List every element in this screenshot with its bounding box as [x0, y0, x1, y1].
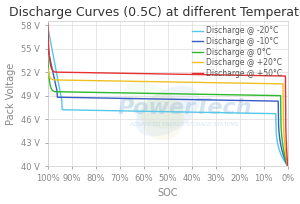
Discharge @ -20°C [88, 109, 92, 112]
Legend: Discharge @ -20°C, Discharge @ -10°C, Discharge @ 0°C, Discharge @ +20°C, Discha: Discharge @ -20°C, Discharge @ -10°C, Di… [190, 25, 284, 79]
Discharge @ +50°C [286, 165, 290, 167]
Discharge @ 0°C [227, 93, 230, 96]
Discharge @ -20°C [46, 25, 50, 28]
Discharge @ +20°C [46, 67, 50, 69]
Discharge @ -10°C [227, 99, 230, 101]
Discharge @ 0°C [206, 93, 210, 96]
Title: Discharge Curves (0.5C) at different Temperatures: Discharge Curves (0.5C) at different Tem… [9, 6, 300, 19]
Discharge @ +20°C [188, 81, 191, 83]
Line: Discharge @ -10°C: Discharge @ -10°C [48, 49, 288, 166]
Discharge @ -10°C [154, 98, 158, 100]
Ellipse shape [123, 82, 183, 129]
Discharge @ -10°C [46, 47, 50, 50]
Discharge @ +20°C [286, 165, 290, 167]
Line: Discharge @ +50°C: Discharge @ +50°C [48, 23, 288, 166]
Discharge @ -10°C [88, 96, 92, 99]
Discharge @ 0°C [154, 92, 158, 95]
Discharge @ +20°C [227, 82, 230, 84]
Ellipse shape [141, 94, 184, 140]
Discharge @ +50°C [108, 72, 111, 74]
Discharge @ 0°C [46, 55, 50, 58]
Discharge @ 0°C [188, 93, 191, 95]
Discharge @ -20°C [108, 109, 111, 112]
Discharge @ 0°C [108, 91, 111, 94]
Text: ADVANCED ENERGY STORAGE SYSTEMS: ADVANCED ENERGY STORAGE SYSTEMS [130, 122, 239, 127]
Discharge @ -20°C [206, 111, 210, 114]
Discharge @ -20°C [154, 110, 158, 113]
Discharge @ -10°C [188, 98, 191, 101]
Discharge @ -20°C [227, 112, 230, 114]
Discharge @ -10°C [108, 97, 111, 99]
Discharge @ -10°C [206, 99, 210, 101]
Discharge @ +50°C [206, 73, 210, 76]
X-axis label: SOC: SOC [158, 188, 178, 198]
Discharge @ +50°C [88, 71, 92, 74]
Discharge @ +50°C [227, 74, 230, 76]
Discharge @ +50°C [188, 73, 191, 76]
Y-axis label: Pack Voltage: Pack Voltage [6, 63, 16, 125]
Line: Discharge @ -20°C: Discharge @ -20°C [48, 27, 288, 166]
Discharge @ +50°C [46, 22, 50, 25]
Discharge @ -20°C [286, 165, 290, 167]
Discharge @ 0°C [286, 165, 290, 167]
Discharge @ 0°C [88, 91, 92, 94]
Discharge @ +20°C [108, 80, 111, 82]
Discharge @ +20°C [88, 79, 92, 82]
Discharge @ +50°C [154, 73, 158, 75]
Line: Discharge @ 0°C: Discharge @ 0°C [48, 57, 288, 166]
Ellipse shape [136, 86, 200, 136]
Discharge @ -10°C [286, 165, 290, 167]
Discharge @ +20°C [154, 80, 158, 83]
Discharge @ -20°C [188, 111, 191, 113]
Text: PowerTech: PowerTech [117, 98, 252, 118]
Discharge @ +20°C [206, 81, 210, 84]
Line: Discharge @ +20°C: Discharge @ +20°C [48, 68, 288, 166]
